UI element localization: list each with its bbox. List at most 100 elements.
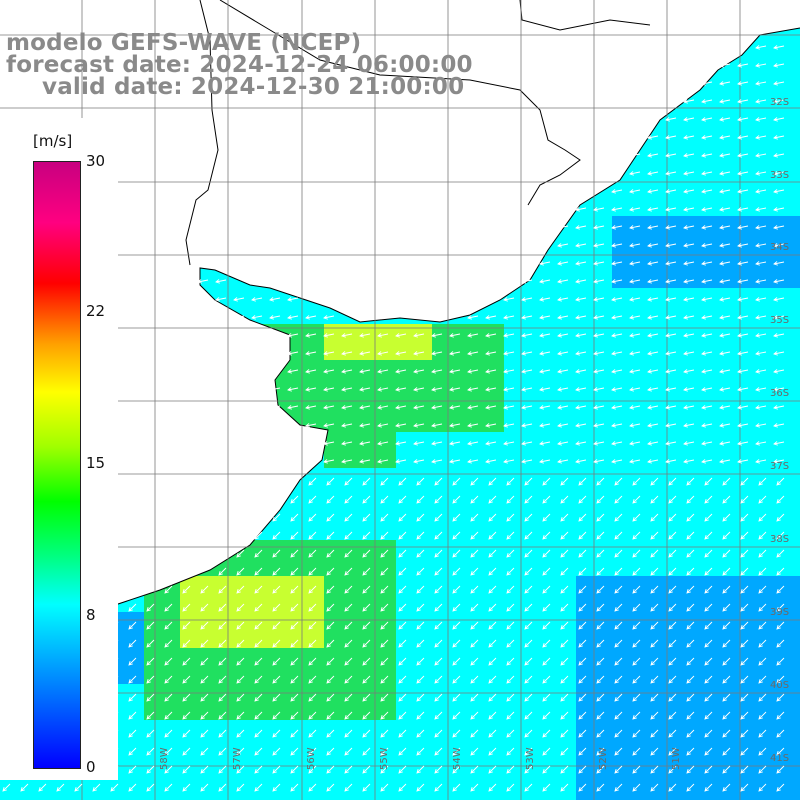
lon-label: 53W bbox=[525, 747, 536, 770]
wind-arrow bbox=[236, 549, 245, 558]
wind-arrow bbox=[452, 477, 461, 486]
wind-arrow bbox=[773, 405, 785, 410]
wind-arrow bbox=[719, 225, 731, 230]
field-cell bbox=[648, 180, 684, 216]
field-cell bbox=[396, 576, 432, 612]
wind-arrow bbox=[470, 711, 479, 720]
wind-arrow bbox=[773, 315, 785, 320]
field-cell bbox=[180, 720, 216, 756]
wind-arrow bbox=[719, 243, 731, 248]
wind-arrow bbox=[539, 279, 551, 284]
wind-arrow bbox=[200, 603, 209, 612]
wind-arrow bbox=[380, 603, 389, 612]
wind-arrow bbox=[362, 567, 371, 576]
wind-arrow bbox=[647, 315, 659, 320]
wind-arrow bbox=[341, 387, 353, 392]
wind-arrow bbox=[557, 459, 569, 464]
wind-arrow bbox=[524, 495, 533, 504]
wind-arrow bbox=[341, 351, 353, 356]
wind-arrow bbox=[164, 711, 173, 720]
wind-arrow bbox=[470, 783, 479, 792]
field-cell bbox=[792, 360, 800, 396]
wind-arrow bbox=[128, 693, 137, 702]
wind-arrow bbox=[611, 243, 623, 248]
wind-arrow bbox=[398, 747, 407, 756]
wind-arrow bbox=[542, 567, 551, 576]
wind-arrow bbox=[308, 531, 317, 540]
wind-arrow bbox=[737, 279, 749, 284]
field-cell bbox=[792, 216, 800, 252]
wind-arrow bbox=[701, 369, 713, 374]
field-cell bbox=[612, 612, 648, 648]
wind-arrow bbox=[539, 333, 551, 338]
wind-arrow bbox=[578, 747, 587, 756]
wind-arrow bbox=[665, 171, 677, 176]
field-cell bbox=[468, 684, 504, 720]
wind-arrow bbox=[434, 765, 443, 774]
wind-arrow bbox=[380, 747, 389, 756]
wind-arrow bbox=[128, 603, 137, 612]
wind-arrow bbox=[326, 765, 335, 774]
field-cell bbox=[648, 756, 684, 792]
wind-arrow bbox=[647, 261, 659, 266]
wind-arrow bbox=[614, 657, 623, 666]
wind-arrow bbox=[416, 765, 425, 774]
field-cell bbox=[432, 612, 468, 648]
field-cell bbox=[720, 180, 756, 216]
wind-arrow bbox=[146, 711, 155, 720]
field-cell bbox=[684, 252, 720, 288]
wind-arrow bbox=[773, 261, 785, 266]
field-cell bbox=[720, 288, 756, 324]
wind-arrow bbox=[359, 351, 371, 356]
wind-arrow bbox=[722, 783, 731, 792]
wind-arrow bbox=[308, 495, 317, 504]
wind-arrow bbox=[200, 783, 209, 792]
wind-arrow bbox=[524, 675, 533, 684]
colorbar: [m/s] 30 22 15 8 0 bbox=[0, 118, 118, 780]
wind-arrow bbox=[758, 657, 767, 666]
wind-arrow bbox=[326, 585, 335, 594]
wind-arrow bbox=[287, 333, 299, 338]
wind-arrow bbox=[629, 423, 641, 428]
wind-arrow bbox=[737, 63, 749, 68]
wind-arrow bbox=[776, 657, 785, 666]
wind-arrow bbox=[596, 639, 605, 648]
lon-label: 55W bbox=[379, 747, 390, 770]
wind-arrow bbox=[647, 207, 659, 212]
wind-arrow bbox=[560, 711, 569, 720]
wind-arrow bbox=[506, 639, 515, 648]
field-cell bbox=[36, 792, 72, 800]
wind-arrow bbox=[254, 567, 263, 576]
wind-arrow bbox=[128, 621, 137, 630]
wind-arrow bbox=[413, 333, 425, 338]
wind-arrow bbox=[650, 621, 659, 630]
field-cell bbox=[720, 612, 756, 648]
wind-arrow bbox=[629, 405, 641, 410]
wind-arrow bbox=[362, 513, 371, 522]
wind-arrow bbox=[611, 315, 623, 320]
wind-arrow bbox=[557, 405, 569, 410]
wind-arrow bbox=[272, 729, 281, 738]
wind-arrow bbox=[182, 675, 191, 684]
wind-arrow bbox=[524, 765, 533, 774]
wind-arrow bbox=[398, 729, 407, 738]
wind-arrow bbox=[539, 441, 551, 446]
wind-arrow bbox=[596, 729, 605, 738]
field-cell bbox=[432, 360, 468, 396]
wind-arrow bbox=[287, 369, 299, 374]
field-cell bbox=[540, 756, 576, 792]
wind-arrow bbox=[560, 765, 569, 774]
wind-arrow bbox=[359, 405, 371, 410]
field-cell bbox=[144, 720, 180, 756]
wind-arrow bbox=[701, 135, 713, 140]
wind-arrow bbox=[650, 711, 659, 720]
wind-arrow bbox=[719, 117, 731, 122]
field-cell bbox=[792, 468, 800, 504]
wind-arrow bbox=[398, 477, 407, 486]
wind-arrow bbox=[629, 207, 641, 212]
field-cell bbox=[468, 612, 504, 648]
wind-arrow bbox=[542, 711, 551, 720]
wind-arrow bbox=[506, 675, 515, 684]
wind-arrow bbox=[236, 657, 245, 666]
wind-arrow bbox=[434, 729, 443, 738]
